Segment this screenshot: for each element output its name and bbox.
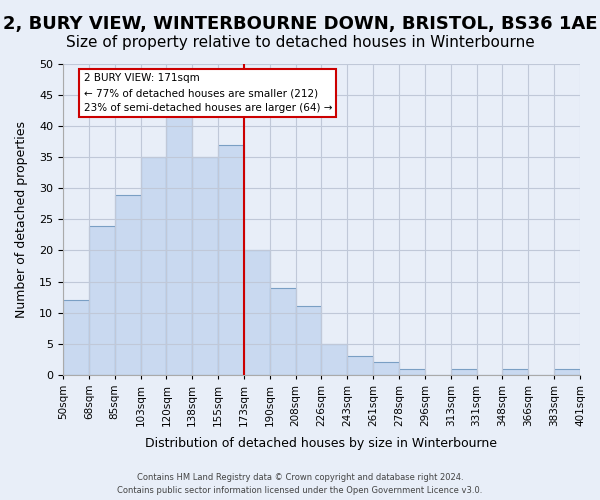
Bar <box>140 157 166 374</box>
Text: Size of property relative to detached houses in Winterbourne: Size of property relative to detached ho… <box>65 35 535 50</box>
Bar <box>270 288 296 374</box>
Y-axis label: Number of detached properties: Number of detached properties <box>15 121 28 318</box>
Bar <box>554 368 580 374</box>
Bar <box>373 362 399 374</box>
Bar <box>451 368 476 374</box>
Bar <box>115 194 140 374</box>
Bar <box>63 300 89 374</box>
Bar <box>347 356 373 374</box>
Text: 2, BURY VIEW, WINTERBOURNE DOWN, BRISTOL, BS36 1AE: 2, BURY VIEW, WINTERBOURNE DOWN, BRISTOL… <box>3 15 597 33</box>
Bar <box>502 368 528 374</box>
Text: 2 BURY VIEW: 171sqm
← 77% of detached houses are smaller (212)
23% of semi-detac: 2 BURY VIEW: 171sqm ← 77% of detached ho… <box>83 74 332 113</box>
Bar <box>192 157 218 374</box>
Bar <box>166 114 192 374</box>
Bar <box>322 344 347 374</box>
Bar <box>244 250 270 374</box>
Bar <box>296 306 322 374</box>
Bar <box>218 145 244 374</box>
X-axis label: Distribution of detached houses by size in Winterbourne: Distribution of detached houses by size … <box>145 437 497 450</box>
Bar <box>89 226 115 374</box>
Bar <box>399 368 425 374</box>
Text: Contains HM Land Registry data © Crown copyright and database right 2024.
Contai: Contains HM Land Registry data © Crown c… <box>118 474 482 495</box>
